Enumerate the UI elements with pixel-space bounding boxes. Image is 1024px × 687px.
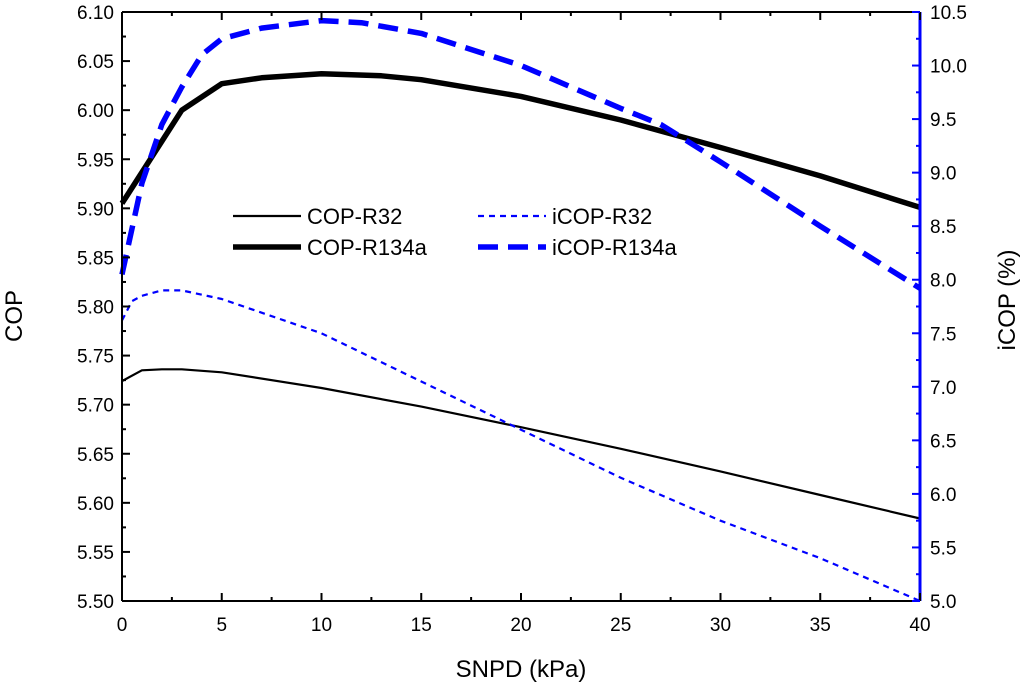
x-tick-label: 15 bbox=[411, 615, 432, 636]
ticks-layer: 0 5 10 15 20 25 30 35 40 5.50 5.55 5.60 5.65 5.70 5.75… bbox=[77, 3, 967, 636]
x-tick-label: 30 bbox=[710, 615, 731, 636]
y-left-tick-label: 5.90 bbox=[77, 199, 114, 220]
x-tick-label: 5 bbox=[216, 615, 227, 636]
legend-label-icop-r134a: iCOP-R134a bbox=[552, 235, 677, 260]
y-right-tick-label: 9.5 bbox=[930, 110, 956, 131]
y-left-tick-label: 5.85 bbox=[77, 248, 114, 269]
y-right-tick-label: 9.0 bbox=[930, 164, 956, 185]
x-tick-label: 0 bbox=[117, 615, 128, 636]
legend-layer: COP-R32 COP-R134a iCOP-R32 iCOP-R134a bbox=[233, 204, 677, 260]
legend-label-icop-r32: iCOP-R32 bbox=[552, 204, 652, 229]
x-tick-label: 10 bbox=[311, 615, 332, 636]
y-right-tick-label: 6.0 bbox=[930, 485, 956, 506]
y-right-tick-label: 6.5 bbox=[930, 431, 956, 452]
series-line-icop-r134a bbox=[119, 17, 922, 291]
y-axis-right-title: iCOP (%) bbox=[994, 250, 1021, 351]
y-left-tick-label: 5.50 bbox=[77, 592, 114, 613]
series-line-icop-r32 bbox=[121, 289, 921, 603]
y-left-tick-label: 5.55 bbox=[77, 543, 114, 564]
y-right-tick-label: 5.5 bbox=[930, 538, 956, 559]
x-tick-label: 40 bbox=[909, 615, 930, 636]
y-left-tick-label: 6.00 bbox=[77, 101, 114, 122]
x-tick-label: 20 bbox=[510, 615, 531, 636]
y-left-tick-label: 5.95 bbox=[77, 150, 114, 171]
y-right-tick-label: 10.5 bbox=[930, 3, 967, 24]
y-right-tick-label: 7.0 bbox=[930, 378, 956, 399]
series-line-cop-r134a bbox=[119, 71, 921, 211]
series-line-cop-r32 bbox=[121, 368, 921, 520]
y-axis-left-title: COP bbox=[1, 290, 28, 342]
y-left-tick-label: 5.75 bbox=[77, 347, 114, 368]
y-right-tick-label: 10.0 bbox=[930, 57, 967, 78]
y-left-tick-label: 5.65 bbox=[77, 445, 114, 466]
legend-label-cop-r134a: COP-R134a bbox=[307, 235, 428, 260]
y-right-tick-label: 7.5 bbox=[930, 324, 956, 345]
series-layer bbox=[119, 17, 922, 603]
y-right-tick-label: 8.5 bbox=[930, 217, 956, 238]
y-left-tick-label: 5.70 bbox=[77, 396, 114, 417]
y-left-tick-label: 5.80 bbox=[77, 298, 114, 319]
y-left-tick-label: 6.05 bbox=[77, 52, 114, 73]
x-axis-title: SNPD (kPa) bbox=[456, 656, 587, 683]
y-right-tick-label: 8.0 bbox=[930, 271, 956, 292]
y-left-tick-label: 6.10 bbox=[77, 3, 114, 24]
x-tick-label: 25 bbox=[610, 615, 631, 636]
legend-label-cop-r32: COP-R32 bbox=[307, 204, 402, 229]
y-right-tick-label: 5.0 bbox=[930, 592, 956, 613]
y-left-tick-label: 5.60 bbox=[77, 494, 114, 515]
x-tick-label: 35 bbox=[810, 615, 831, 636]
